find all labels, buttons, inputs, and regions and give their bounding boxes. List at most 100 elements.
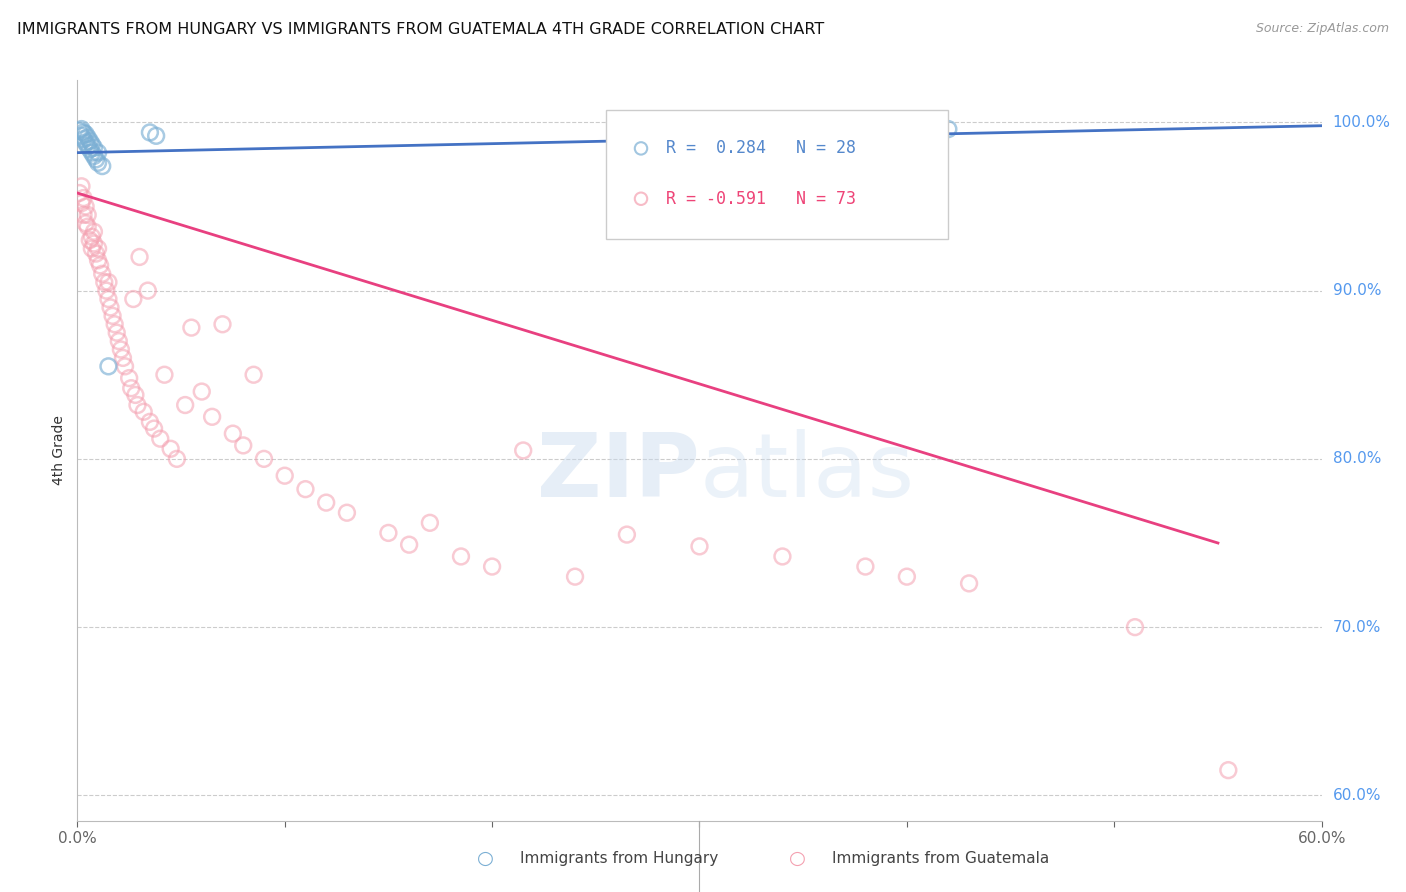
Point	[855, 559, 877, 574]
Point	[114, 359, 136, 374]
Point	[70, 128, 93, 143]
Point	[87, 155, 110, 169]
Point	[253, 451, 276, 466]
Point	[79, 142, 101, 156]
Point	[201, 409, 224, 424]
Point	[143, 421, 166, 435]
Point	[83, 225, 105, 239]
Point	[159, 442, 181, 456]
Point	[118, 371, 141, 385]
Point	[1123, 620, 1146, 634]
Point	[128, 250, 150, 264]
Point	[211, 318, 233, 332]
Y-axis label: 4th Grade: 4th Grade	[52, 416, 66, 485]
Point	[145, 128, 167, 143]
Point	[76, 219, 98, 234]
Point	[938, 122, 960, 136]
Point	[336, 506, 359, 520]
Point	[377, 525, 399, 540]
Text: 80.0%: 80.0%	[1333, 451, 1381, 467]
Text: atlas: atlas	[700, 429, 915, 516]
Point	[772, 549, 794, 564]
Point	[1005, 270, 1028, 285]
Point	[84, 153, 107, 167]
Point	[83, 149, 105, 163]
Point	[70, 179, 93, 194]
FancyBboxPatch shape	[606, 110, 949, 239]
Point	[89, 258, 111, 272]
Point	[772, 120, 794, 135]
Text: Source: ZipAtlas.com: Source: ZipAtlas.com	[1256, 22, 1389, 36]
Point	[232, 438, 254, 452]
Point	[153, 368, 176, 382]
Point	[70, 196, 93, 211]
Point	[111, 351, 134, 365]
Point	[83, 236, 105, 251]
Point	[79, 233, 101, 247]
Point	[76, 139, 98, 153]
Point	[87, 145, 110, 160]
Point	[1005, 384, 1028, 399]
Text: Immigrants from Guatemala: Immigrants from Guatemala	[832, 851, 1050, 865]
Point	[957, 576, 980, 591]
Text: ○: ○	[477, 848, 494, 868]
Point	[97, 275, 120, 289]
Point	[668, 119, 690, 133]
Point	[481, 559, 503, 574]
Point	[274, 468, 297, 483]
Point	[76, 130, 98, 145]
Text: 60.0%: 60.0%	[1333, 788, 1381, 803]
Point	[896, 569, 918, 583]
Point	[91, 267, 114, 281]
Point	[91, 159, 114, 173]
Point	[122, 292, 145, 306]
Point	[180, 320, 202, 334]
Point	[72, 132, 94, 146]
Point	[616, 527, 638, 541]
Point	[108, 334, 131, 348]
Point	[132, 405, 155, 419]
Text: 90.0%: 90.0%	[1333, 283, 1381, 298]
Text: ZIP: ZIP	[537, 429, 700, 516]
Point	[80, 242, 103, 256]
Point	[80, 229, 103, 244]
Text: R = -0.591   N = 73: R = -0.591 N = 73	[666, 190, 856, 208]
Point	[100, 301, 122, 315]
Point	[450, 549, 472, 564]
Point	[87, 242, 110, 256]
Point	[1218, 763, 1240, 777]
Point	[75, 136, 97, 150]
Point	[512, 443, 534, 458]
Point	[139, 415, 162, 429]
Point	[834, 119, 856, 133]
Point	[222, 426, 245, 441]
Point	[689, 540, 711, 554]
Point	[166, 451, 188, 466]
Point	[67, 186, 90, 200]
Point	[120, 381, 142, 395]
Point	[315, 495, 337, 509]
Point	[104, 318, 127, 332]
Point	[75, 199, 97, 213]
Point	[294, 482, 316, 496]
Text: 100.0%: 100.0%	[1333, 115, 1391, 130]
Point	[191, 384, 214, 399]
Point	[96, 284, 118, 298]
Text: IMMIGRANTS FROM HUNGARY VS IMMIGRANTS FROM GUATEMALA 4TH GRADE CORRELATION CHART: IMMIGRANTS FROM HUNGARY VS IMMIGRANTS FR…	[17, 22, 824, 37]
Point	[84, 246, 107, 260]
Point	[174, 398, 197, 412]
Point	[97, 359, 120, 374]
Point	[72, 125, 94, 139]
Point	[87, 253, 110, 268]
Point	[720, 122, 742, 136]
Point	[79, 134, 101, 148]
Point	[242, 368, 264, 382]
Text: ○: ○	[789, 848, 806, 868]
Point	[72, 191, 94, 205]
Point	[101, 309, 124, 323]
Point	[80, 145, 103, 160]
Point	[76, 208, 98, 222]
Point	[67, 124, 90, 138]
Point	[564, 569, 586, 583]
Point	[70, 122, 93, 136]
